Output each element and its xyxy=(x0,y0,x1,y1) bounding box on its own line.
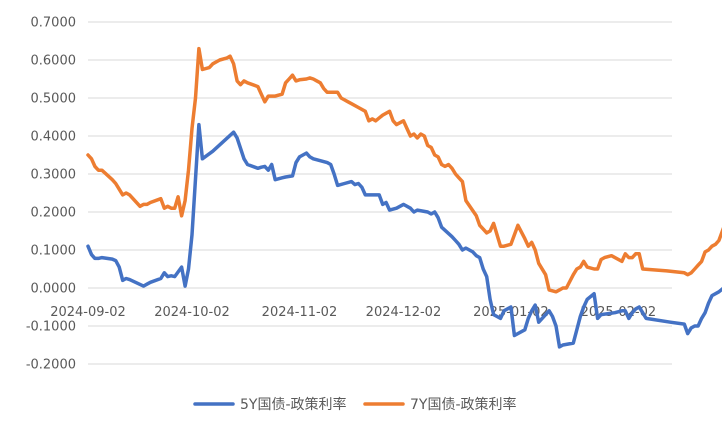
y-axis-tick-labels: 0.7000 0.6000 0.5000 0.4000 0.3000 0.2000 0.10… xyxy=(26,16,76,373)
y-tick-label: 0.3000 xyxy=(31,168,77,183)
series-line-2 xyxy=(86,46,722,294)
legend-label: 7Y国债-政策利率 xyxy=(410,396,517,413)
y-tick-label: 0.6000 xyxy=(31,54,77,69)
y-tick-label: 0.2000 xyxy=(31,206,77,221)
grid-lines xyxy=(88,21,672,365)
x-axis-tick-labels: 2024-09-02 2024-10-02 2024-11-02 2024-12-02… xyxy=(50,305,656,320)
x-tick-label: 2024-09-02 xyxy=(50,305,126,320)
y-tick-label: -0.2000 xyxy=(26,358,76,373)
y-tick-label: 0.1000 xyxy=(31,244,77,259)
series-lines xyxy=(86,46,722,349)
legend: 5Y国债-政策利率 7Y国债-政策利率 xyxy=(193,396,517,413)
series-line-1 xyxy=(86,122,722,349)
x-tick-label: 2024-10-02 xyxy=(154,305,230,320)
y-tick-label: -0.1000 xyxy=(26,320,76,335)
x-tick-label: 2024-12-02 xyxy=(366,305,442,320)
legend-label: 5Y国债-政策利率 xyxy=(240,396,347,413)
y-tick-label: 0.5000 xyxy=(31,92,77,107)
y-tick-label: 0.0000 xyxy=(31,282,77,297)
x-tick-label: 2024-11-02 xyxy=(262,305,338,320)
y-tick-label: 0.4000 xyxy=(31,130,77,145)
y-tick-label: 0.7000 xyxy=(31,16,77,31)
